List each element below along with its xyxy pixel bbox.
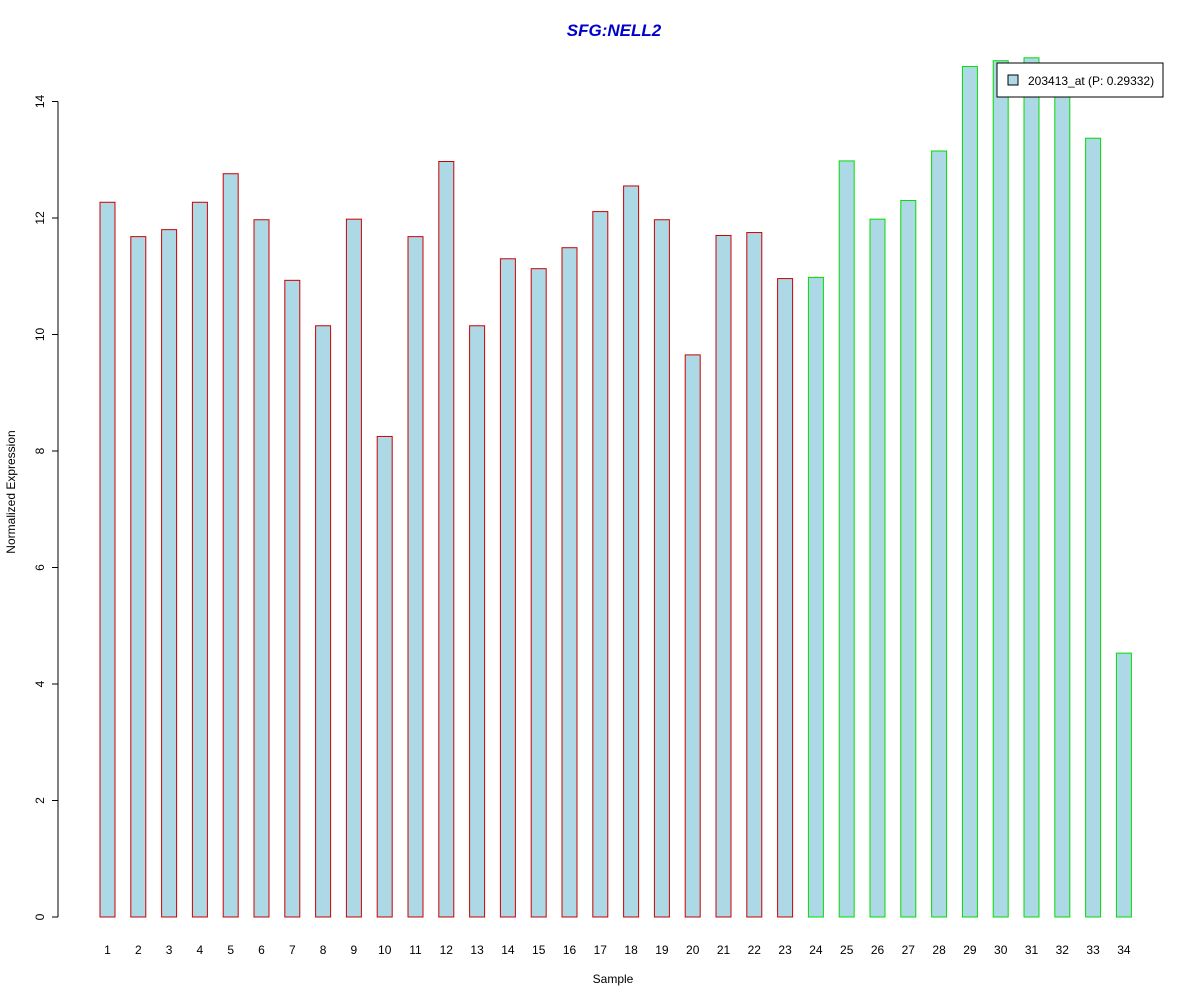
y-axis-label: Normalized Expression [4, 430, 18, 553]
y-tick-label: 4 [33, 680, 47, 687]
bar-sample-19 [653, 219, 670, 918]
bar-sample-14 [499, 258, 516, 918]
x-tick-label: 5 [227, 943, 234, 957]
x-tick-label: 19 [655, 943, 669, 957]
x-tick-label: 28 [932, 943, 946, 957]
legend-box [996, 62, 1164, 98]
x-tick-label: 15 [532, 943, 546, 957]
bar-sample-27 [900, 200, 917, 918]
bar-sample-13 [469, 325, 486, 918]
bar-sample-31 [1023, 57, 1040, 918]
x-tick-label: 18 [624, 943, 638, 957]
x-tick-label: 2 [135, 943, 142, 957]
bar-sample-15 [530, 268, 547, 918]
bar-sample-6 [253, 219, 270, 918]
bar-sample-29 [961, 66, 978, 918]
x-tick-label: 23 [778, 943, 792, 957]
y-axis: 0 2 4 6 8 10 12 14 [33, 95, 59, 920]
bar-sample-1 [99, 201, 116, 918]
y-tick-label: 6 [33, 564, 47, 571]
x-tick-label: 3 [166, 943, 173, 957]
bar-sample-20 [684, 354, 701, 918]
bar-sample-8 [315, 325, 332, 918]
bar-sample-7 [284, 279, 301, 918]
x-tick-label: 30 [994, 943, 1008, 957]
y-tick-label: 8 [33, 447, 47, 454]
x-tick-label: 22 [748, 943, 762, 957]
bar-sample-22 [746, 232, 763, 918]
x-tick-label: 17 [594, 943, 608, 957]
x-tick-label: 12 [440, 943, 454, 957]
bar-sample-25 [838, 160, 855, 918]
bar-sample-2 [130, 236, 147, 918]
bar-sample-34 [1115, 652, 1132, 918]
x-tick-label: 13 [470, 943, 484, 957]
bar-sample-10 [376, 435, 393, 918]
x-tick-label: 11 [409, 943, 422, 957]
bar-sample-16 [561, 247, 578, 918]
x-tick-label: 10 [378, 943, 392, 957]
bar-sample-28 [931, 150, 948, 918]
x-tick-label: 7 [289, 943, 296, 957]
x-tick-label: 24 [809, 943, 823, 957]
x-tick-label: 21 [717, 943, 731, 957]
bars-group [99, 57, 1132, 918]
y-tick-label: 14 [33, 95, 47, 109]
bar-sample-26 [869, 218, 886, 918]
y-tick-label: 10 [33, 328, 47, 342]
bar-sample-17 [592, 211, 609, 918]
x-tick-label: 4 [197, 943, 204, 957]
legend-swatch [1007, 74, 1019, 86]
bar-sample-23 [777, 278, 794, 918]
bar-sample-11 [407, 236, 424, 918]
x-tick-label: 9 [351, 943, 358, 957]
x-tick-label: 20 [686, 943, 700, 957]
legend-label: 203413_at (P: 0.29332) [1028, 74, 1154, 88]
x-axis-label: Sample [593, 972, 634, 986]
y-tick-label: 0 [33, 913, 47, 920]
x-tick-label: 6 [258, 943, 265, 957]
x-tick-label: 34 [1117, 943, 1131, 957]
bar-sample-4 [191, 201, 208, 918]
x-tick-label: 1 [104, 943, 111, 957]
x-tick-label: 29 [963, 943, 977, 957]
x-tick-label: 8 [320, 943, 327, 957]
y-tick-label: 12 [33, 211, 47, 225]
bar-sample-12 [438, 161, 455, 918]
x-tick-label: 14 [501, 943, 515, 957]
x-axis: 1 2 3 4 5 6 7 8 9 10 11 12 13 14 15 16 17 18 19 20 21 22 23 24 2… [104, 943, 1131, 957]
x-tick-label: 31 [1025, 943, 1039, 957]
bar-sample-30 [992, 60, 1009, 918]
bar-sample-9 [345, 218, 362, 918]
bar-sample-5 [222, 173, 239, 918]
x-tick-label: 16 [563, 943, 577, 957]
y-tick-label: 2 [33, 797, 47, 804]
bar-sample-32 [1054, 83, 1071, 918]
legend: 203413_at (P: 0.29332) [996, 62, 1164, 98]
x-tick-label: 33 [1086, 943, 1100, 957]
x-tick-label: 25 [840, 943, 854, 957]
x-tick-label: 32 [1056, 943, 1070, 957]
bar-sample-3 [161, 229, 178, 918]
x-tick-label: 27 [902, 943, 916, 957]
chart-title: SFG:NELL2 [567, 21, 662, 40]
bar-sample-18 [623, 185, 640, 918]
x-tick-label: 26 [871, 943, 885, 957]
bar-sample-33 [1085, 137, 1102, 918]
bar-sample-24 [807, 276, 824, 918]
bar-sample-21 [715, 234, 732, 918]
